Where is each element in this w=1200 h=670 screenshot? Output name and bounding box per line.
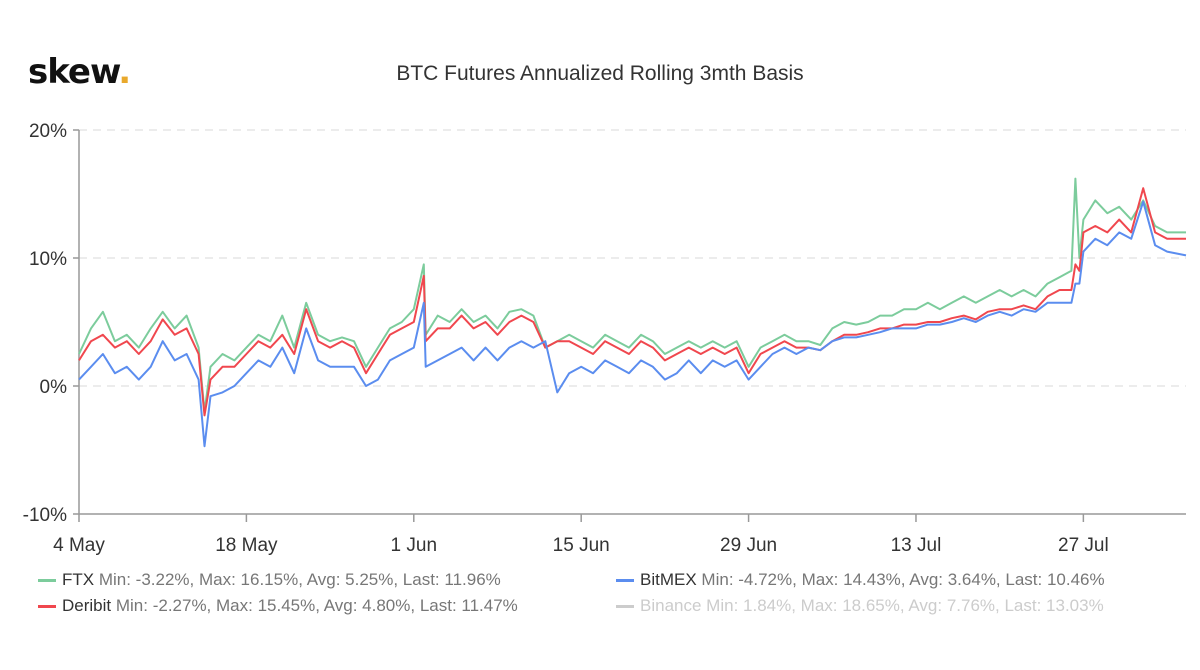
series-line-ftx — [78, 177, 1186, 413]
x-tick-label: 13 Jul — [891, 535, 942, 556]
x-tick-label: 1 Jun — [391, 535, 437, 556]
legend-item-bitmex[interactable]: BitMEX Min: -4.72%, Max: 14.43%, Avg: 3.… — [616, 570, 1105, 590]
x-tick-label: 18 May — [215, 535, 278, 556]
x-tick-label: 4 May — [53, 535, 105, 556]
y-tick-label: 20% — [29, 121, 67, 142]
x-tick-label: 27 Jul — [1058, 535, 1109, 556]
legend-swatch — [616, 579, 634, 583]
y-tick-label: 0% — [40, 377, 68, 398]
legend-item-binance[interactable]: Binance Min: 1.84%, Max: 18.65%, Avg: 7.… — [616, 596, 1104, 616]
legend-swatch — [616, 605, 634, 609]
x-tick-label: 29 Jun — [720, 535, 777, 556]
chart-title: BTC Futures Annualized Rolling 3mth Basi… — [396, 62, 804, 85]
x-tick-label: 15 Jun — [553, 535, 610, 556]
legend-swatch — [38, 579, 56, 583]
legend-swatch — [38, 605, 56, 609]
y-tick-label: 10% — [29, 249, 67, 270]
legend-item-ftx[interactable]: FTX Min: -3.22%, Max: 16.15%, Avg: 5.25%… — [38, 570, 501, 590]
series-line-deribit — [78, 187, 1186, 417]
legend-item-deribit[interactable]: Deribit Min: -2.27%, Max: 15.45%, Avg: 4… — [38, 596, 518, 616]
y-tick-label: -10% — [23, 505, 67, 526]
skew-logo: skew. — [28, 52, 131, 92]
series-line-bitmex — [78, 200, 1187, 448]
